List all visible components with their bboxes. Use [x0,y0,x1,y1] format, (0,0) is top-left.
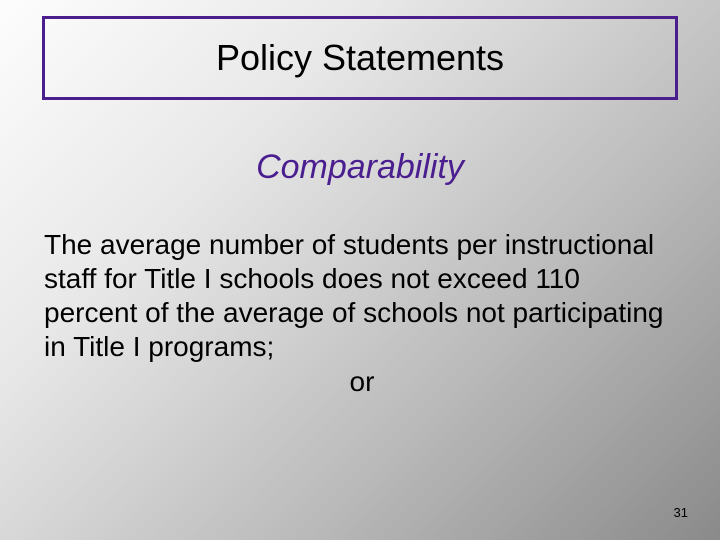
body-or: or [44,365,680,399]
page-number: 31 [674,505,688,520]
title-box: Policy Statements [42,16,678,100]
slide-title: Policy Statements [216,37,504,79]
slide-body: The average number of students per instr… [44,228,680,399]
slide-subtitle: Comparability [0,148,720,187]
body-paragraph: The average number of students per instr… [44,229,664,362]
